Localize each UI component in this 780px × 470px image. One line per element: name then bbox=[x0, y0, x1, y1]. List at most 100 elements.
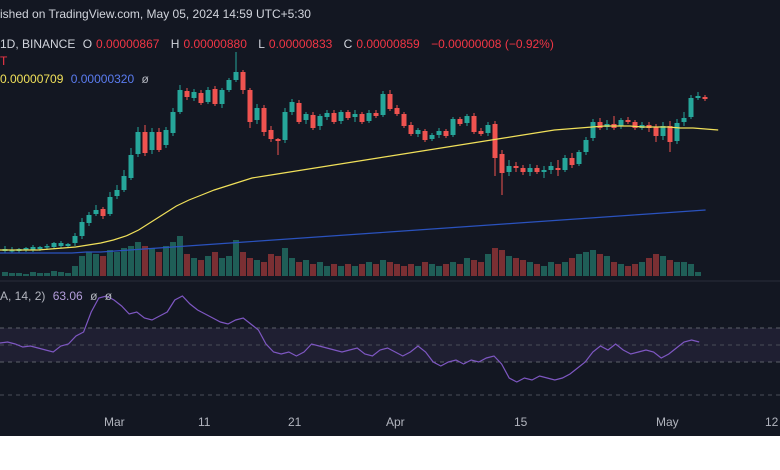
candle-body[interactable] bbox=[422, 131, 428, 140]
candle-body[interactable] bbox=[135, 132, 141, 154]
candle-body[interactable] bbox=[233, 72, 239, 80]
symbol-text[interactable]: 1D, BINANCE bbox=[0, 37, 76, 51]
candle-body[interactable] bbox=[359, 114, 365, 122]
eye-icon[interactable]: ø bbox=[141, 72, 149, 86]
candle-body[interactable] bbox=[268, 130, 274, 139]
candle-body[interactable] bbox=[72, 236, 78, 243]
candle-body[interactable] bbox=[9, 250, 15, 252]
candle-body[interactable] bbox=[555, 168, 561, 170]
candle-body[interactable] bbox=[695, 96, 701, 98]
candle-body[interactable] bbox=[513, 166, 519, 168]
candle-body[interactable] bbox=[457, 119, 463, 124]
candle-body[interactable] bbox=[436, 131, 442, 135]
candle-body[interactable] bbox=[275, 139, 281, 141]
candle-body[interactable] bbox=[156, 132, 162, 150]
candle-body[interactable] bbox=[177, 90, 183, 112]
candle-body[interactable] bbox=[296, 103, 302, 122]
candle-body[interactable] bbox=[317, 116, 323, 126]
candle-body[interactable] bbox=[492, 124, 498, 158]
candle-body[interactable] bbox=[387, 94, 393, 109]
candle-body[interactable] bbox=[44, 246, 50, 248]
candle-body[interactable] bbox=[527, 168, 533, 172]
candle-body[interactable] bbox=[660, 126, 666, 136]
candle-body[interactable] bbox=[226, 80, 232, 90]
candle-body[interactable] bbox=[380, 94, 386, 115]
time-axis[interactable]: Mar 11 21 Apr 15 May 12 bbox=[0, 405, 780, 435]
candle-body[interactable] bbox=[107, 197, 113, 214]
candle-body[interactable] bbox=[114, 190, 120, 196]
candle-body[interactable] bbox=[282, 112, 288, 140]
candle-body[interactable] bbox=[93, 210, 99, 214]
candle-body[interactable] bbox=[471, 116, 477, 132]
candle-body[interactable] bbox=[583, 140, 589, 152]
candle-body[interactable] bbox=[576, 152, 582, 164]
candle-body[interactable] bbox=[688, 98, 694, 117]
candle-body[interactable] bbox=[198, 93, 204, 103]
candle-body[interactable] bbox=[548, 166, 554, 170]
candle-body[interactable] bbox=[366, 113, 372, 121]
candle-body[interactable] bbox=[520, 168, 526, 172]
candle-body[interactable] bbox=[289, 102, 295, 112]
ma-legend[interactable]: 0.00000709 0.00000320 ø bbox=[0, 72, 153, 86]
candle-body[interactable] bbox=[324, 113, 330, 117]
candle-body[interactable] bbox=[331, 113, 337, 122]
candle-body[interactable] bbox=[485, 125, 491, 133]
candle-body[interactable] bbox=[240, 72, 246, 90]
candle-body[interactable] bbox=[310, 115, 316, 128]
candle-body[interactable] bbox=[51, 243, 57, 247]
candle-body[interactable] bbox=[254, 108, 260, 120]
candle-body[interactable] bbox=[401, 114, 407, 126]
candle-body[interactable] bbox=[23, 248, 29, 250]
settings-icon[interactable]: ø bbox=[104, 289, 113, 303]
candle-body[interactable] bbox=[429, 135, 435, 139]
candle-body[interactable] bbox=[247, 90, 253, 122]
candle-body[interactable] bbox=[261, 108, 267, 132]
candle-body[interactable] bbox=[464, 116, 470, 123]
candle-body[interactable] bbox=[79, 222, 85, 236]
candle-body[interactable] bbox=[478, 131, 484, 134]
candle-body[interactable] bbox=[597, 122, 603, 128]
candle-body[interactable] bbox=[632, 122, 638, 128]
candle-body[interactable] bbox=[443, 131, 449, 136]
candle-body[interactable] bbox=[506, 166, 512, 172]
candle-body[interactable] bbox=[170, 112, 176, 133]
eye-icon[interactable]: ø bbox=[90, 289, 98, 303]
candle-body[interactable] bbox=[674, 123, 680, 141]
candle-body[interactable] bbox=[618, 120, 624, 126]
candle-body[interactable] bbox=[499, 154, 505, 173]
candle-body[interactable] bbox=[408, 125, 414, 134]
candle-body[interactable] bbox=[590, 122, 596, 138]
candle-body[interactable] bbox=[30, 247, 36, 250]
candle-body[interactable] bbox=[86, 215, 92, 223]
candle-body[interactable] bbox=[625, 120, 631, 122]
candle-body[interactable] bbox=[121, 176, 127, 190]
candle-body[interactable] bbox=[702, 97, 708, 99]
candle-body[interactable] bbox=[541, 170, 547, 172]
candle-body[interactable] bbox=[667, 126, 673, 142]
ohlc-legend[interactable]: 1D, BINANCE O 0.00000867 H 0.00000880 L 0.0… bbox=[0, 37, 558, 51]
candle-body[interactable] bbox=[394, 108, 400, 114]
candle-body[interactable] bbox=[562, 158, 568, 170]
candle-body[interactable] bbox=[681, 118, 687, 122]
candle-body[interactable] bbox=[338, 112, 344, 121]
candle-body[interactable] bbox=[58, 243, 64, 246]
candle-body[interactable] bbox=[142, 132, 148, 153]
candle-body[interactable] bbox=[184, 91, 190, 97]
rsi-legend[interactable]: A, 14, 2) 63.06 ø ø bbox=[0, 289, 116, 303]
candle-body[interactable] bbox=[37, 247, 43, 249]
candle-body[interactable] bbox=[65, 244, 71, 246]
candle-body[interactable] bbox=[653, 127, 659, 136]
candles[interactable] bbox=[2, 52, 708, 253]
candle-body[interactable] bbox=[352, 114, 358, 117]
candle-body[interactable] bbox=[303, 114, 309, 120]
candle-body[interactable] bbox=[212, 89, 218, 104]
candle-body[interactable] bbox=[100, 209, 106, 216]
candle-body[interactable] bbox=[149, 132, 155, 150]
candle-body[interactable] bbox=[219, 90, 225, 104]
candle-body[interactable] bbox=[534, 168, 540, 172]
candle-body[interactable] bbox=[450, 119, 456, 135]
candle-body[interactable] bbox=[345, 112, 351, 118]
candle-body[interactable] bbox=[128, 155, 134, 178]
candle-body[interactable] bbox=[415, 130, 421, 134]
